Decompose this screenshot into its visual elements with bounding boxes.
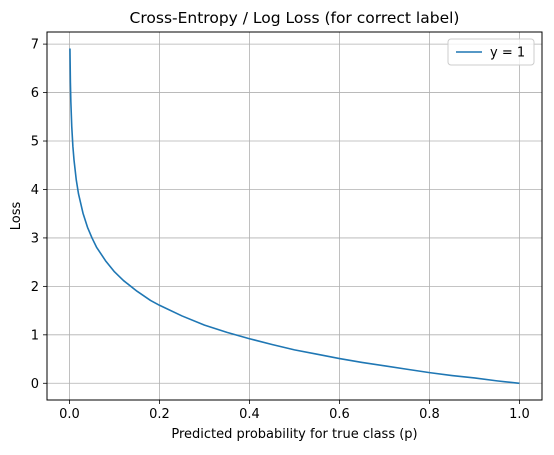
x-tick-label: 0.6 (329, 407, 350, 422)
legend: y = 1 (447, 38, 535, 66)
series-line-y-eq-1 (69, 48, 520, 385)
y-axis-label: Loss (9, 202, 24, 231)
x-tick-label: 0.0 (59, 407, 80, 422)
y-tick-label: 6 (31, 86, 39, 101)
axes-frame (46, 31, 543, 401)
legend-label: y = 1 (490, 46, 525, 61)
y-tick-label: 3 (31, 231, 39, 246)
x-tick-label: 0.8 (419, 407, 440, 422)
y-tick-label: 2 (31, 280, 39, 295)
y-tick-label: 1 (31, 328, 39, 343)
y-axis-ticks: 0 1 2 3 4 5 6 7 (31, 38, 47, 392)
y-tick-label: 0 (31, 377, 39, 392)
x-axis-label: Predicted probability for true class (p) (171, 427, 417, 442)
plot-series (69, 48, 520, 385)
legend-box (447, 38, 535, 66)
chart-title: Cross-Entropy / Log Loss (for correct la… (130, 9, 460, 27)
y-tick-label: 5 (31, 135, 39, 150)
x-axis-ticks: 0.0 0.2 0.4 0.6 0.8 1.0 (59, 400, 530, 422)
x-tick-label: 0.4 (239, 407, 260, 422)
y-tick-label: 7 (31, 38, 39, 53)
y-tick-label: 4 (31, 183, 39, 198)
x-tick-label: 1.0 (509, 407, 530, 422)
x-tick-label: 0.2 (149, 407, 170, 422)
